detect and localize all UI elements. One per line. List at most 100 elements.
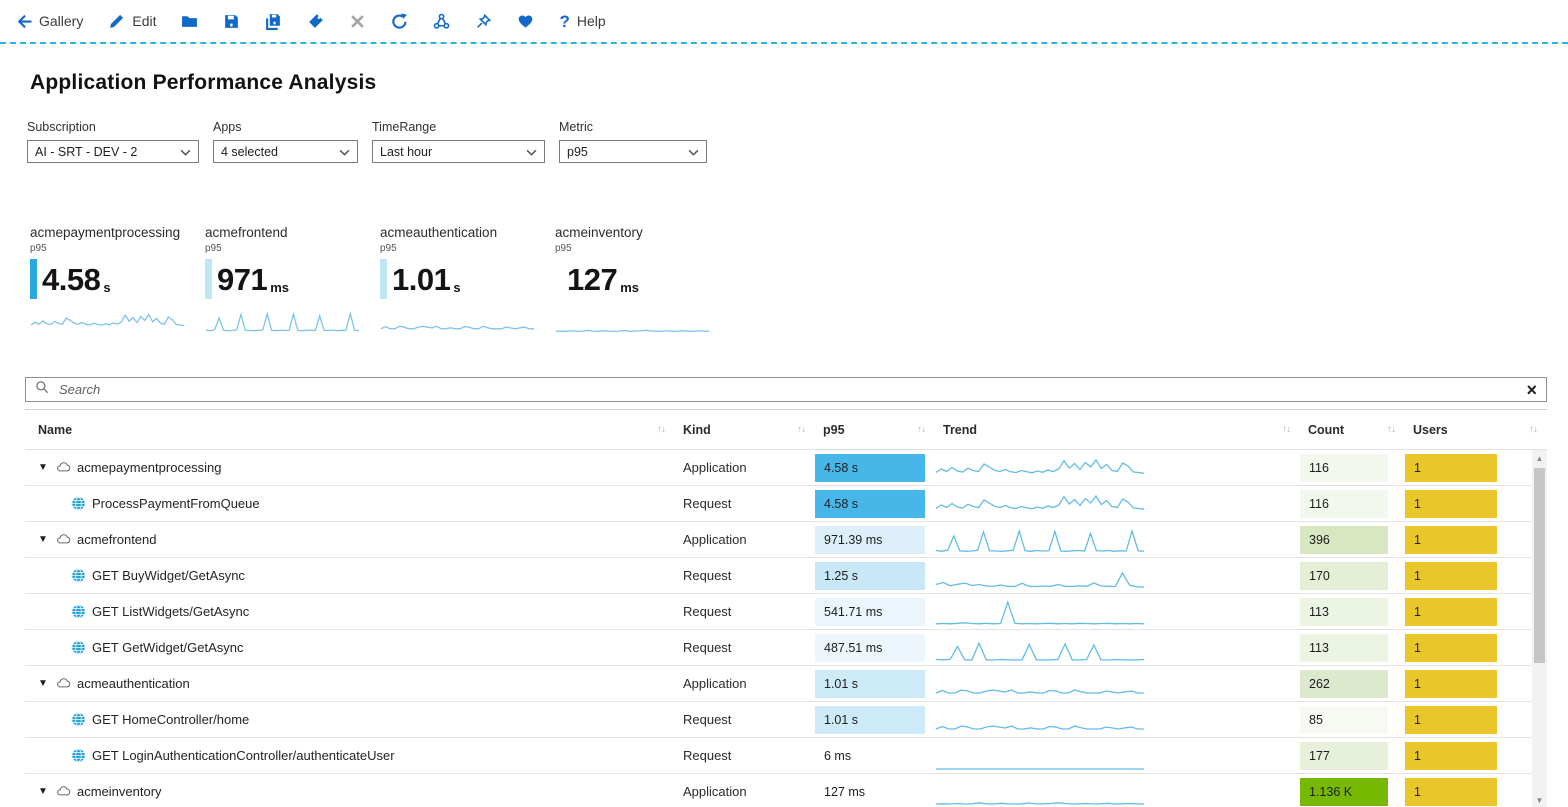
scroll-down-icon[interactable]: ▼ [1535,796,1544,805]
table-row[interactable]: GET LoginAuthenticationController/authen… [25,738,1532,774]
dropdown-apps[interactable]: 4 selected [213,140,358,163]
p95-cell: 541.71 ms [815,594,935,629]
toolbar-button-favorite[interactable] [517,13,534,30]
tile-app-name: acmefrontend [205,225,288,240]
kpi-tile-acmeinventory[interactable]: acmeinventory p95 127 ms [555,225,730,340]
tile-metric-label: p95 [30,243,47,254]
row-name: GET ListWidgets/GetAsync [92,604,250,619]
p95-cell: 1.01 s [815,702,935,737]
search-bar: × [25,377,1547,402]
column-header-name[interactable]: Name ↑↓ [25,410,675,449]
trend-cell [935,450,1300,485]
sort-icon[interactable]: ↑↓ [797,424,806,435]
expand-collapse-icon[interactable]: ▼ [38,678,48,689]
users-value: 1 [1405,561,1497,590]
scroll-up-icon[interactable]: ▲ [1535,454,1544,463]
kpi-tile-acmepaymentprocessing[interactable]: acmepaymentprocessing p95 4.58 s [30,225,205,340]
users-value: 1 [1405,705,1497,734]
trend-cell [935,522,1300,557]
scrollbar-thumb[interactable] [1534,468,1545,663]
dropdown-timerange[interactable]: Last hour [372,140,545,163]
name-cell: ProcessPaymentFromQueue [25,486,675,521]
column-label: Name [38,422,73,437]
toolbar-button-edit[interactable]: Edit [108,13,156,30]
count-value: 396 [1300,525,1388,554]
search-input[interactable] [57,381,1527,398]
globe-icon [71,712,86,727]
users-cell: 1 [1405,774,1532,807]
kpi-tile-acmefrontend[interactable]: acmefrontend p95 971 ms [205,225,380,340]
sort-icon[interactable]: ↑↓ [917,424,926,435]
column-header-kind[interactable]: Kind ↑↓ [675,410,815,449]
p95-value: 127 ms [824,784,865,799]
row-name: acmepaymentprocessing [77,460,222,475]
expand-collapse-icon[interactable]: ▼ [38,462,48,473]
table-row[interactable]: GET HomeController/home Request 1.01 s 85 1 [25,702,1532,738]
expand-collapse-icon[interactable]: ▼ [38,534,48,545]
table-row[interactable]: ▼ acmeinventory Application 127 ms 1.136 K 1 [25,774,1532,807]
dropdown-value: AI - SRT - DEV - 2 [35,144,138,159]
dropdown-value: p95 [567,144,588,159]
count-value: 177 [1300,741,1388,770]
table-row[interactable]: GET ListWidgets/GetAsync Request 541.71 ms… [25,594,1532,630]
cloud-icon [56,676,71,691]
table-header: Name ↑↓ Kind ↑↓ p95 ↑↓ Trend ↑↓ Count ↑↓ Users ↑↓ [25,409,1547,450]
row-name: acmeauthentication [77,676,190,691]
chevron-down-icon [180,145,191,159]
toolbar-button-share[interactable] [433,13,450,30]
cloud-icon [56,784,71,799]
column-header-count[interactable]: Count ↑↓ [1300,410,1405,449]
p95-value: 1.01 s [815,705,925,734]
table-row[interactable]: ▼ acmefrontend Application 971.39 ms 396 1 [25,522,1532,558]
toolbar: Gallery Edit ? Help [0,0,1568,44]
p95-cell: 4.58 s [815,486,935,521]
toolbar-button-save[interactable] [223,13,240,30]
filter-label: TimeRange [372,120,437,134]
table-row[interactable]: ProcessPaymentFromQueue Request 4.58 s 116 1 [25,486,1532,522]
kind-cell: Request [683,748,732,763]
refresh-icon [391,12,408,30]
dropdown-subscription[interactable]: AI - SRT - DEV - 2 [27,140,199,163]
toolbar-button-pin[interactable] [475,13,492,30]
toolbar-button-gallery[interactable]: Gallery [15,13,83,30]
pencil-icon [108,13,125,30]
p95-value: 1.01 s [815,669,925,698]
name-cell: GET BuyWidget/GetAsync [25,558,675,593]
column-header-p95[interactable]: p95 ↑↓ [815,410,935,449]
expand-collapse-icon[interactable]: ▼ [38,786,48,797]
tile-value: 127 [567,262,618,297]
table-row[interactable]: ▼ acmepaymentprocessing Application 4.58 s 1… [25,450,1532,486]
kind-cell: Application [683,784,747,799]
kind-cell: Application [683,532,747,547]
users-cell: 1 [1405,486,1532,521]
sort-icon[interactable]: ↑↓ [1282,424,1291,435]
count-value: 113 [1300,597,1388,626]
dropdown-metric[interactable]: p95 [559,140,707,163]
table-row[interactable]: ▼ acmeauthentication Application 1.01 s 262 1 [25,666,1532,702]
column-label: Count [1308,422,1345,437]
table-row[interactable]: GET GetWidget/GetAsync Request 487.51 ms 11… [25,630,1532,666]
tile-accent-bar [205,259,212,299]
sort-icon[interactable]: ↑↓ [657,424,666,435]
sort-icon[interactable]: ↑↓ [1529,424,1538,435]
toolbar-button-help[interactable]: ? Help [559,13,605,30]
table-row[interactable]: GET BuyWidget/GetAsync Request 1.25 s 170 1 [25,558,1532,594]
toolbar-button-tag[interactable] [307,13,324,30]
table-scrollbar[interactable]: ▲ ▼ [1532,450,1547,807]
tile-accent-bar [555,259,562,299]
toolbar-button-save-as[interactable] [265,13,282,30]
clear-search-icon[interactable]: × [1526,379,1537,400]
column-header-trend[interactable]: Trend ↑↓ [935,410,1300,449]
count-cell: 177 [1300,738,1405,773]
filter-subscription: Subscription AI - SRT - DEV - 2 [27,120,199,163]
toolbar-label: Gallery [39,13,84,29]
kpi-tile-acmeauthentication[interactable]: acmeauthentication p95 1.01 s [380,225,555,340]
name-cell: ▼ acmepaymentprocessing [25,450,675,485]
sort-icon[interactable]: ↑↓ [1387,424,1396,435]
column-header-users[interactable]: Users ↑↓ [1405,410,1547,449]
globe-icon [71,604,86,619]
toolbar-button-refresh[interactable] [391,12,408,30]
toolbar-label: Edit [132,13,157,29]
toolbar-button-open[interactable] [181,13,198,30]
users-value: 1 [1405,453,1497,482]
